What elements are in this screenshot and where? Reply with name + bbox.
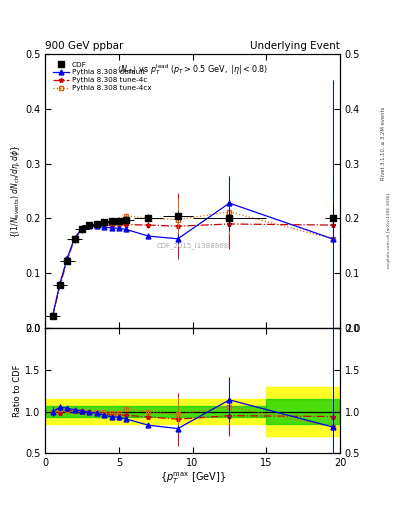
- Pythia 8.308 tune-4c: [330, 222, 335, 228]
- CDF: [80, 226, 84, 232]
- Pythia 8.308 tune-4cx: [50, 313, 55, 319]
- Text: $\langle N_\mathrm{ch}\rangle\ \mathrm{vs}\ p_T^\mathrm{lead}\ (p_T>0.5\ \mathrm: $\langle N_\mathrm{ch}\rangle\ \mathrm{v…: [117, 62, 268, 77]
- Pythia 8.308 tune-4cx: [65, 256, 70, 262]
- CDF: [87, 222, 92, 228]
- CDF: [116, 218, 121, 224]
- CDF: [227, 216, 232, 222]
- CDF: [146, 215, 151, 221]
- Pythia 8.308 default: [116, 225, 121, 231]
- CDF: [176, 212, 180, 219]
- Pythia 8.308 default: [330, 236, 335, 242]
- Pythia 8.308 default: [50, 313, 55, 319]
- CDF: [124, 217, 129, 223]
- CDF: [72, 237, 77, 243]
- X-axis label: $\{p_T^\mathrm{max}\ [\mathrm{GeV}]\}$: $\{p_T^\mathrm{max}\ [\mathrm{GeV}]\}$: [160, 471, 226, 486]
- Pythia 8.308 default: [94, 223, 99, 229]
- Pythia 8.308 tune-4cx: [227, 209, 232, 215]
- Pythia 8.308 default: [146, 233, 151, 239]
- Pythia 8.308 tune-4c: [116, 222, 121, 228]
- Pythia 8.308 tune-4c: [50, 313, 55, 319]
- Pythia 8.308 tune-4cx: [87, 222, 92, 228]
- Pythia 8.308 tune-4c: [72, 236, 77, 242]
- Pythia 8.308 default: [124, 226, 129, 232]
- Pythia 8.308 tune-4cx: [124, 212, 129, 219]
- CDF: [50, 313, 55, 319]
- Pythia 8.308 tune-4cx: [58, 281, 62, 287]
- Pythia 8.308 tune-4cx: [72, 235, 77, 241]
- Line: Pythia 8.308 tune-4c: Pythia 8.308 tune-4c: [50, 222, 335, 318]
- Pythia 8.308 default: [65, 255, 70, 261]
- Pythia 8.308 tune-4c: [65, 257, 70, 263]
- CDF: [102, 219, 107, 225]
- Pythia 8.308 default: [109, 225, 114, 231]
- Pythia 8.308 tune-4c: [102, 222, 107, 228]
- Pythia 8.308 tune-4c: [146, 222, 151, 228]
- Pythia 8.308 tune-4cx: [116, 220, 121, 226]
- Pythia 8.308 tune-4c: [227, 221, 232, 227]
- Y-axis label: Ratio to CDF: Ratio to CDF: [13, 365, 22, 417]
- Pythia 8.308 tune-4c: [87, 223, 92, 229]
- Pythia 8.308 default: [72, 234, 77, 241]
- Legend: CDF, Pythia 8.308 default, Pythia 8.308 tune-4c, Pythia 8.308 tune-4cx: CDF, Pythia 8.308 default, Pythia 8.308 …: [52, 60, 153, 93]
- Pythia 8.308 tune-4c: [94, 223, 99, 229]
- Pythia 8.308 tune-4cx: [102, 220, 107, 226]
- Pythia 8.308 tune-4cx: [330, 236, 335, 242]
- Text: CDF_2015_I1388868: CDF_2015_I1388868: [156, 243, 229, 249]
- Pythia 8.308 default: [87, 223, 92, 229]
- Pythia 8.308 tune-4c: [176, 223, 180, 229]
- Line: CDF: CDF: [50, 213, 335, 319]
- Pythia 8.308 tune-4cx: [94, 221, 99, 227]
- Text: 900 GeV ppbar: 900 GeV ppbar: [45, 41, 123, 51]
- CDF: [94, 221, 99, 227]
- CDF: [109, 218, 114, 224]
- Text: Underlying Event: Underlying Event: [250, 41, 340, 51]
- Line: Pythia 8.308 tune-4cx: Pythia 8.308 tune-4cx: [50, 209, 335, 318]
- CDF: [58, 283, 62, 289]
- Pythia 8.308 tune-4cx: [109, 220, 114, 226]
- Pythia 8.308 tune-4c: [80, 226, 84, 232]
- Y-axis label: $\{(1/N_\mathrm{events})\ dN_\mathrm{ch}/d\eta,d\phi\}$: $\{(1/N_\mathrm{events})\ dN_\mathrm{ch}…: [9, 144, 22, 238]
- Pythia 8.308 default: [227, 200, 232, 206]
- CDF: [65, 258, 70, 264]
- Pythia 8.308 tune-4c: [109, 223, 114, 229]
- Pythia 8.308 default: [102, 224, 107, 230]
- Pythia 8.308 tune-4c: [58, 283, 62, 289]
- Pythia 8.308 default: [176, 236, 180, 242]
- Pythia 8.308 tune-4cx: [80, 226, 84, 232]
- Pythia 8.308 tune-4cx: [176, 217, 180, 223]
- CDF: [330, 216, 335, 222]
- Pythia 8.308 default: [80, 225, 84, 231]
- Pythia 8.308 tune-4cx: [146, 216, 151, 222]
- Pythia 8.308 tune-4c: [124, 222, 129, 228]
- Text: mcplots.cern.ch [arXiv:1306.3436]: mcplots.cern.ch [arXiv:1306.3436]: [387, 193, 391, 268]
- Pythia 8.308 default: [58, 280, 62, 286]
- Text: Rivet 3.1.10, ≥ 3.2M events: Rivet 3.1.10, ≥ 3.2M events: [381, 106, 386, 180]
- Line: Pythia 8.308 default: Pythia 8.308 default: [50, 201, 335, 318]
